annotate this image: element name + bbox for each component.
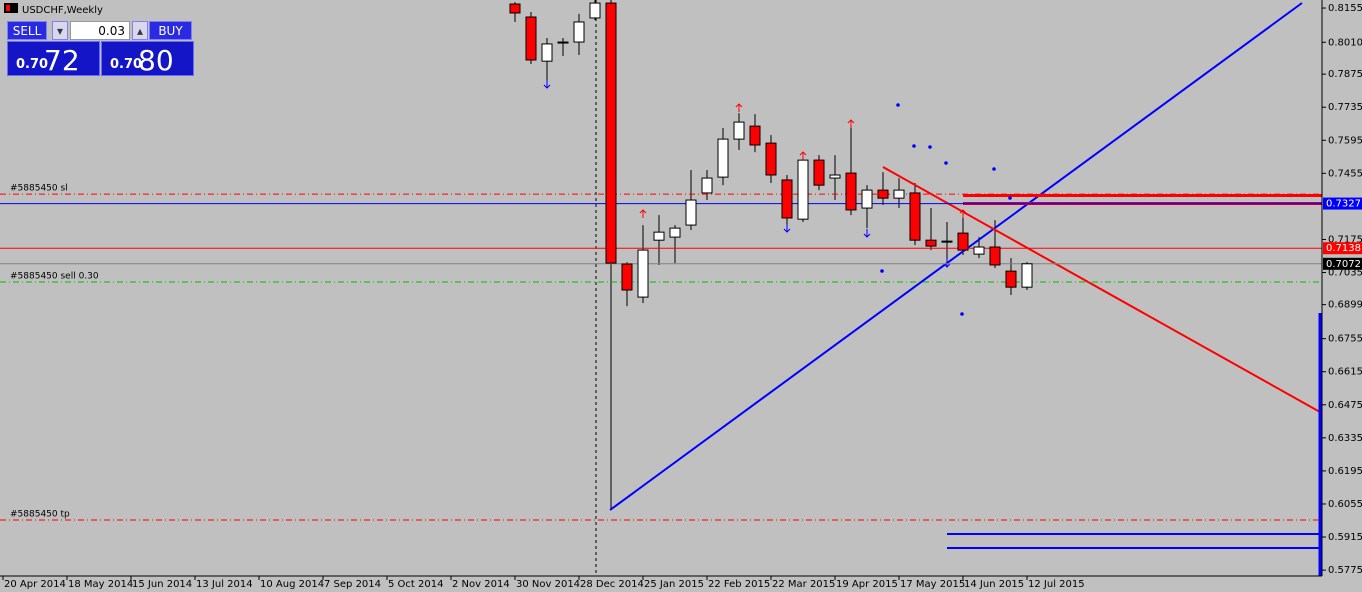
candle-body <box>893 189 905 199</box>
candle-body <box>509 3 521 14</box>
candle-body <box>717 138 729 178</box>
y-tick-label: 0.6899 <box>1328 300 1362 311</box>
ask-box[interactable]: 0.70 80 <box>101 41 194 77</box>
candle-body <box>861 189 873 209</box>
x-tick-label: 14 Jun 2015 <box>964 579 1024 590</box>
candle-body <box>877 189 889 199</box>
y-tick-label: 0.7455 <box>1328 168 1362 179</box>
x-tick-label: 5 Oct 2014 <box>388 579 443 590</box>
candle-body <box>813 159 825 186</box>
x-tick-label: 28 Dec 2014 <box>580 579 644 590</box>
fractal-down <box>543 80 951 268</box>
lot-input[interactable]: 0.03 <box>70 21 130 40</box>
y-tick-label: 0.8155 <box>1328 3 1362 14</box>
y-tick-label: 0.7035 <box>1328 268 1362 279</box>
x-tick-label: 15 Jun 2014 <box>132 579 192 590</box>
symbol-icon <box>6 5 10 11</box>
candle-body <box>749 125 761 146</box>
candle-body <box>797 159 809 220</box>
y-tick-label: 0.6195 <box>1328 466 1362 477</box>
candle-body <box>669 227 681 238</box>
price-marker-label: 0.7327 <box>1326 199 1361 210</box>
buy-button[interactable]: BUY <box>149 21 192 40</box>
y-tick-label: 0.8010 <box>1328 37 1362 48</box>
candle-body <box>765 142 777 176</box>
y-tick-label: 0.7175 <box>1328 234 1362 245</box>
candle-body <box>781 179 793 219</box>
candle-body <box>621 263 633 291</box>
price-marker <box>1323 242 1362 255</box>
candle-body <box>701 177 713 194</box>
lot-up[interactable]: ▴ <box>132 21 148 40</box>
candle-body <box>989 246 1001 266</box>
price-marker-label: 0.7072 <box>1326 259 1361 270</box>
x-tick-label: 7 Sep 2014 <box>324 579 381 590</box>
price-marker <box>1323 197 1362 210</box>
candle-body <box>829 174 841 179</box>
trend-line <box>609 2 1303 511</box>
symbol-icon <box>4 3 18 13</box>
y-tick-label: 0.5775 <box>1328 565 1362 576</box>
fractal-up <box>639 103 967 218</box>
candle-body <box>557 41 569 44</box>
trend-line <box>882 166 1321 413</box>
candle-body <box>909 192 921 241</box>
bid-tail: 72 <box>44 44 80 77</box>
price-marker <box>1323 257 1362 270</box>
x-tick-label: 18 May 2014 <box>68 579 133 590</box>
candle-body <box>1005 270 1017 288</box>
price-marker-label: 0.7138 <box>1326 243 1361 254</box>
x-tick-label: 19 Apr 2015 <box>836 579 898 590</box>
x-tick-label: 13 Jul 2014 <box>196 579 253 590</box>
bid-box[interactable]: 0.70 72 <box>7 41 100 77</box>
window-title: USDCHF,Weekly <box>22 5 103 16</box>
order-label: #5885450 sell 0.30 <box>10 271 99 281</box>
y-tick-label: 0.6335 <box>1328 433 1362 444</box>
x-tick-label: 22 Feb 2015 <box>708 579 770 590</box>
y-tick-label: 0.6755 <box>1328 334 1362 345</box>
candle-body <box>685 199 697 226</box>
level-band <box>963 194 1322 197</box>
x-tick-label: 30 Nov 2014 <box>516 579 580 590</box>
candle-body <box>605 2 617 264</box>
y-tick-label: 0.7595 <box>1328 135 1362 146</box>
y-tick-label: 0.7875 <box>1328 69 1362 80</box>
candle-body <box>733 121 745 140</box>
sell-button[interactable]: SELL <box>7 21 47 40</box>
bid-head: 0.70 <box>16 57 49 72</box>
candle-body <box>957 232 969 251</box>
x-tick-label: 20 Apr 2014 <box>4 579 66 590</box>
ask-head: 0.70 <box>110 57 143 72</box>
one-click-panel: SELL ▾ 0.03 ▴ BUY 0.70 72 0.70 80 <box>5 20 194 77</box>
ask-tail: 80 <box>138 44 174 77</box>
candle-body <box>637 249 649 298</box>
y-tick-label: 0.7735 <box>1328 102 1362 113</box>
y-tick-label: 0.6475 <box>1328 400 1362 411</box>
candle-body <box>1021 263 1033 288</box>
candle-body <box>653 231 665 241</box>
x-tick-label: 17 May 2015 <box>900 579 965 590</box>
x-tick-label: 12 Jul 2015 <box>1028 579 1085 590</box>
y-tick-label: 0.5915 <box>1328 532 1362 543</box>
candle-body <box>525 16 537 61</box>
candle-body <box>589 2 601 19</box>
y-tick-label: 0.6615 <box>1328 367 1362 378</box>
candle-body <box>925 239 937 247</box>
x-tick-label: 22 Mar 2015 <box>772 579 835 590</box>
candle-body <box>973 246 985 255</box>
y-tick-label: 0.6055 <box>1328 499 1362 510</box>
x-tick-label: 10 Aug 2014 <box>260 579 324 590</box>
candle-body <box>941 240 953 243</box>
x-tick-label: 2 Nov 2014 <box>452 579 510 590</box>
order-label: #5885450 tp <box>10 510 70 520</box>
candle-body <box>541 43 553 62</box>
order-label: #5885450 sl <box>10 184 68 194</box>
x-tick-label: 25 Jan 2015 <box>644 579 704 590</box>
lot-down[interactable]: ▾ <box>52 21 68 40</box>
indicator-dots <box>880 103 1012 316</box>
candle-body <box>573 21 585 43</box>
candle-body <box>845 172 857 211</box>
